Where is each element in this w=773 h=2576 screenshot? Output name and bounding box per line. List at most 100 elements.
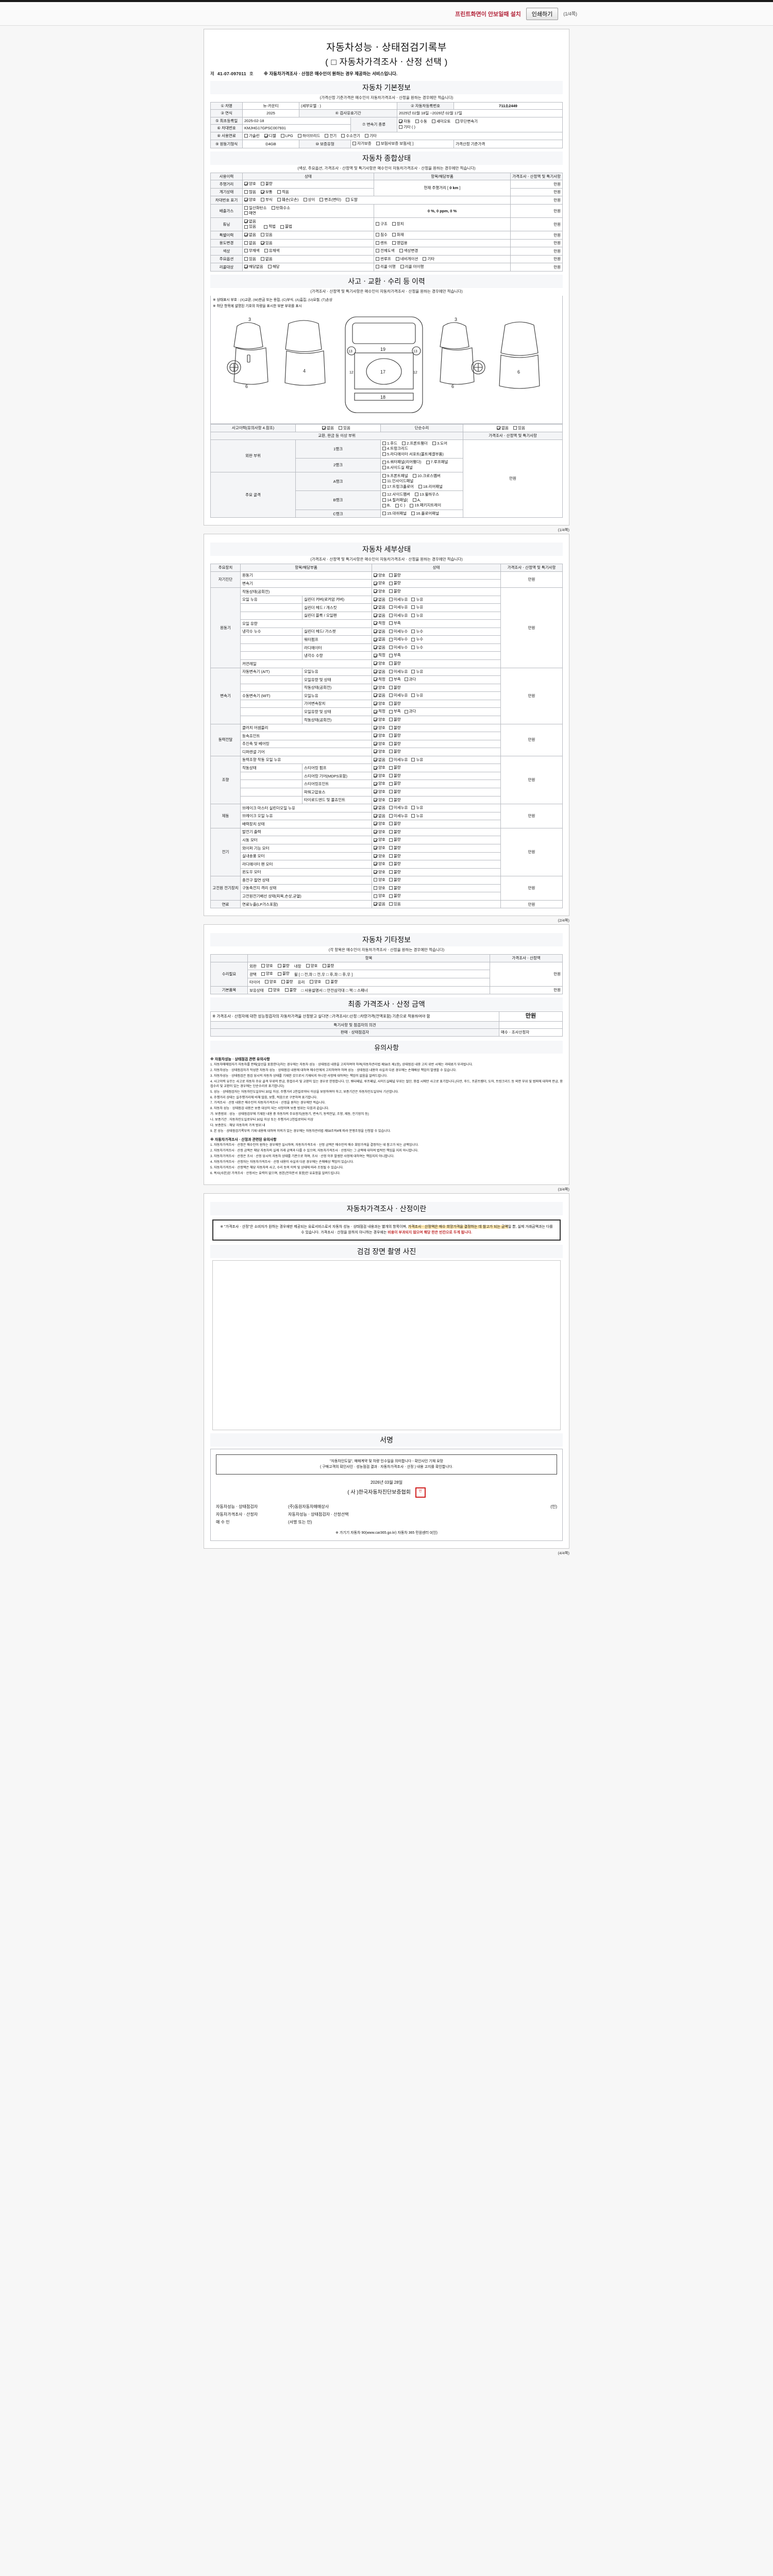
special-yes[interactable]: 있음 bbox=[260, 232, 273, 237]
checkbox-양호[interactable]: 양호 bbox=[374, 829, 385, 834]
meter-few[interactable]: 적음 bbox=[277, 190, 289, 194]
checkbox-양호[interactable]: 양호 bbox=[374, 837, 385, 842]
checkbox-양호[interactable]: 양호 bbox=[374, 870, 385, 874]
part-front-fender[interactable]: 2.프론트휀더 bbox=[402, 441, 428, 446]
vinmark-different[interactable]: 상이 bbox=[303, 197, 315, 202]
checkbox-양호[interactable]: 양호 bbox=[374, 877, 385, 882]
checkbox-과다[interactable]: 과다 bbox=[404, 709, 416, 714]
checkbox-불량[interactable]: 불량 bbox=[389, 870, 401, 874]
checkbox-양호[interactable]: 양호 bbox=[374, 861, 385, 866]
checkbox-양호[interactable]: 양호 bbox=[374, 845, 385, 850]
checkbox-없음[interactable]: 없음 bbox=[374, 637, 385, 641]
checkbox-불량[interactable]: 불량 bbox=[389, 661, 401, 666]
checkbox-양호[interactable]: 양호 bbox=[374, 733, 385, 738]
tuning-legal[interactable]: 적법 bbox=[264, 224, 276, 229]
checkbox-불량[interactable]: 불량 bbox=[389, 573, 401, 578]
repair-polish-bad[interactable]: 불량 bbox=[277, 971, 290, 976]
tuning-illegal[interactable]: 불법 bbox=[280, 224, 292, 229]
checkbox-부족[interactable]: 부족 bbox=[389, 621, 401, 625]
option-navigation[interactable]: 네비게이션 bbox=[395, 257, 418, 261]
checkbox-미세누유[interactable]: 미세누유 bbox=[389, 613, 408, 618]
checkbox-불량[interactable]: 불량 bbox=[389, 725, 401, 730]
part-package-tray[interactable]: 19.패키지트레이 bbox=[410, 503, 441, 507]
holding-bad[interactable]: 불량 bbox=[284, 988, 296, 992]
accident-yes[interactable]: 있음 bbox=[339, 426, 350, 430]
checkbox-없음[interactable]: 없음 bbox=[374, 902, 385, 906]
recall-na[interactable]: 해당없음 bbox=[244, 264, 263, 269]
checkbox-불량[interactable]: 불량 bbox=[389, 765, 401, 770]
repair-tire-bad[interactable]: 불량 bbox=[281, 979, 293, 984]
checkbox-부족[interactable]: 부족 bbox=[389, 677, 401, 682]
transmission-semiauto[interactable]: 세미오토 bbox=[431, 119, 450, 124]
fuel-etc[interactable]: 기타 bbox=[365, 133, 377, 138]
checkbox-없음[interactable]: 없음 bbox=[374, 645, 385, 650]
checkbox-누수[interactable]: 누수 bbox=[411, 637, 423, 641]
checkbox-불량[interactable]: 불량 bbox=[389, 717, 401, 722]
repair-tire-good[interactable]: 양호 bbox=[264, 979, 277, 984]
checkbox-양호[interactable]: 양호 bbox=[374, 789, 385, 794]
options-yes[interactable]: 있음 bbox=[244, 257, 256, 261]
vinmark-damage[interactable]: 훼손(오손) bbox=[277, 197, 298, 202]
part-floor-panel[interactable]: 16.플로어패널 bbox=[411, 511, 439, 516]
checkbox-양호[interactable]: 양호 bbox=[374, 661, 385, 666]
checkbox-미세누수[interactable]: 미세누수 bbox=[389, 637, 408, 641]
checkbox-불량[interactable]: 불량 bbox=[389, 821, 401, 826]
checkbox-없음[interactable]: 없음 bbox=[374, 814, 385, 818]
color-changed[interactable]: 색상변경 bbox=[399, 248, 418, 253]
checkbox-누유[interactable]: 누유 bbox=[411, 693, 423, 698]
checkbox-없음[interactable]: 없음 bbox=[374, 613, 385, 618]
checkbox-없음[interactable]: 없음 bbox=[374, 669, 385, 674]
checkbox-불량[interactable]: 불량 bbox=[389, 861, 401, 866]
emission-hc[interactable]: 탄화수소 bbox=[271, 206, 290, 210]
fuel-lpg[interactable]: LPG bbox=[280, 133, 293, 138]
holding-good[interactable]: 양호 bbox=[268, 988, 280, 992]
checkbox-양호[interactable]: 양호 bbox=[374, 589, 385, 594]
fuel-electric[interactable]: 전기 bbox=[325, 133, 337, 138]
checkbox-양호[interactable]: 양호 bbox=[374, 765, 385, 770]
checkbox-없음[interactable]: 없음 bbox=[374, 757, 385, 762]
checkbox-불량[interactable]: 불량 bbox=[389, 589, 401, 594]
checkbox-미세누유[interactable]: 미세누유 bbox=[389, 814, 408, 818]
checkbox-불량[interactable]: 불량 bbox=[389, 781, 401, 786]
fuel-gasoline[interactable]: 가솔린 bbox=[244, 133, 260, 138]
warranty-self[interactable]: 자가보증 bbox=[352, 141, 372, 146]
vinmark-erased[interactable]: 도말 bbox=[346, 197, 358, 202]
checkbox-양호[interactable]: 양호 bbox=[374, 701, 385, 706]
checkbox-불량[interactable]: 불량 bbox=[389, 789, 401, 794]
checkbox-미세누수[interactable]: 미세누수 bbox=[389, 645, 408, 650]
checkbox-양호[interactable]: 양호 bbox=[374, 773, 385, 778]
repair-polish-good[interactable]: 양호 bbox=[261, 971, 273, 976]
checkbox-불량[interactable]: 불량 bbox=[389, 877, 401, 882]
evaluator-opinion-value[interactable] bbox=[499, 1021, 563, 1029]
checkbox-없음[interactable]: 없음 bbox=[374, 597, 385, 602]
meter-many[interactable]: 많음 bbox=[244, 190, 256, 194]
part-side-sill[interactable]: 8.사이드실 패널 bbox=[382, 465, 413, 470]
checkbox-누수[interactable]: 누수 bbox=[411, 629, 423, 634]
checkbox-미세누유[interactable]: 미세누유 bbox=[389, 605, 408, 609]
part-radiator-support[interactable]: 5.라디에이터 서포트(볼트체결부품) bbox=[382, 452, 444, 456]
tuning-none[interactable]: 없음 bbox=[244, 219, 256, 224]
color-chromatic[interactable]: 유채색 bbox=[264, 248, 280, 253]
checkbox-누유[interactable]: 누유 bbox=[411, 613, 423, 618]
part-front-panel[interactable]: 9.프론트패널 bbox=[382, 473, 408, 478]
checkbox-양호[interactable]: 양호 bbox=[374, 821, 385, 826]
checkbox-미세누유[interactable]: 미세누유 bbox=[389, 693, 408, 698]
tuning-device[interactable]: 장치 bbox=[392, 222, 404, 226]
checkbox-양호[interactable]: 양호 bbox=[374, 741, 385, 746]
usechange-rent[interactable]: 렌트 bbox=[376, 241, 388, 245]
recall-done[interactable]: 리콜 이행 bbox=[376, 264, 396, 269]
part-rear-panel[interactable]: 18.리어패널 bbox=[418, 484, 443, 489]
mileage-bad[interactable]: 불량 bbox=[260, 181, 273, 186]
checkbox-누유[interactable]: 누유 bbox=[411, 805, 423, 810]
checkbox-양호[interactable]: 양호 bbox=[374, 886, 385, 890]
checkbox-양호[interactable]: 양호 bbox=[374, 781, 385, 786]
repair-outer-good[interactable]: 양호 bbox=[261, 963, 273, 968]
emission-smoke[interactable]: 매연 bbox=[244, 211, 256, 215]
part-roof-panel[interactable]: 7.루프패널 bbox=[426, 460, 448, 464]
checkbox-양호[interactable]: 양호 bbox=[374, 581, 385, 585]
part-pillar-b[interactable]: B, bbox=[382, 503, 391, 507]
checkbox-누유[interactable]: 누유 bbox=[411, 757, 423, 762]
option-etc[interactable]: 기타 bbox=[423, 257, 434, 261]
checkbox-불량[interactable]: 불량 bbox=[389, 741, 401, 746]
part-trunk-floor[interactable]: 17.트렁크플로어 bbox=[382, 484, 414, 489]
